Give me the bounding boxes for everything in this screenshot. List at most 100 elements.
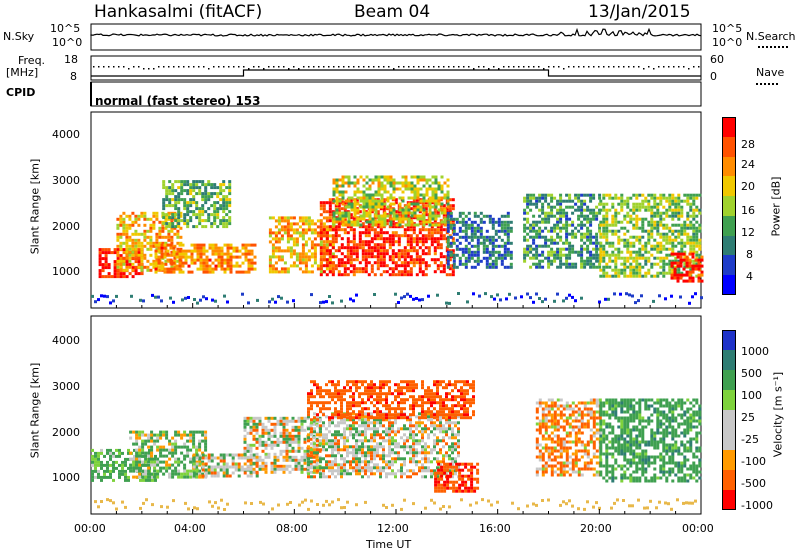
heatmap-cell bbox=[362, 190, 366, 194]
nave-dot bbox=[683, 66, 685, 68]
heatmap-cell bbox=[332, 193, 336, 197]
heatmap-cell bbox=[364, 430, 367, 434]
heatmap-cell bbox=[307, 445, 310, 449]
heatmap-cell bbox=[298, 267, 302, 271]
heatmap-cell bbox=[343, 216, 347, 220]
heatmap-cell bbox=[301, 252, 305, 256]
heatmap-cell bbox=[190, 252, 194, 256]
heatmap-cell bbox=[355, 249, 359, 253]
heatmap-cell bbox=[334, 204, 338, 208]
heatmap-cell bbox=[424, 228, 428, 232]
heatmap-cell bbox=[131, 262, 135, 266]
heatmap-cell bbox=[373, 463, 376, 467]
heatmap-cell bbox=[364, 427, 367, 431]
heatmap-cell bbox=[313, 475, 316, 479]
heatmap-cell bbox=[668, 262, 672, 266]
heatmap-cell bbox=[228, 465, 232, 469]
heatmap-cell bbox=[97, 457, 100, 461]
heatmap-cell bbox=[355, 430, 358, 434]
heatmap-cell bbox=[506, 229, 510, 233]
heatmap-cell bbox=[638, 193, 642, 197]
heatmap-cell bbox=[485, 265, 489, 269]
heatmap-cell bbox=[216, 213, 220, 217]
heatmap-cell bbox=[476, 259, 480, 263]
heatmap-cell bbox=[283, 261, 287, 265]
heatmap-cell bbox=[631, 294, 634, 298]
heatmap-cell bbox=[222, 222, 226, 226]
heatmap-cell bbox=[398, 217, 402, 221]
heatmap-cell bbox=[280, 255, 284, 259]
heatmap-cell bbox=[204, 430, 208, 434]
heatmap-cell bbox=[246, 474, 250, 478]
heatmap-cell bbox=[431, 196, 435, 200]
heatmap-cell bbox=[310, 421, 313, 425]
heatmap-cell bbox=[479, 235, 483, 239]
heatmap-cell bbox=[286, 270, 290, 274]
heatmap-cell bbox=[368, 196, 372, 200]
heatmap-cell bbox=[264, 428, 268, 432]
heatmap-cell bbox=[437, 214, 441, 218]
heatmap-cell bbox=[134, 244, 138, 248]
heatmap-cell bbox=[223, 294, 226, 298]
heatmap-cell bbox=[301, 231, 305, 235]
heatmap-cell bbox=[361, 270, 365, 274]
heatmap-cell bbox=[617, 256, 621, 260]
heatmap-cell bbox=[313, 436, 316, 440]
heatmap-cell bbox=[370, 451, 373, 455]
heatmap-cell bbox=[532, 256, 536, 260]
heatmap-cell bbox=[291, 449, 295, 453]
heatmap-cell bbox=[97, 463, 100, 467]
heatmap-cell bbox=[611, 244, 615, 248]
heatmap-cell bbox=[334, 433, 337, 437]
heatmap-cell bbox=[409, 234, 413, 238]
heatmap-cell bbox=[195, 475, 199, 479]
heatmap-cell bbox=[602, 208, 606, 212]
heatmap-cell bbox=[222, 216, 226, 220]
heatmap-cell bbox=[589, 262, 593, 266]
heatmap-cell bbox=[580, 265, 584, 269]
heatmap-cell bbox=[589, 229, 593, 233]
heatmap-cell bbox=[382, 231, 386, 235]
heatmap-cell bbox=[119, 262, 123, 266]
heatmap-cell bbox=[273, 428, 277, 432]
heatmap-cell bbox=[349, 445, 352, 449]
heatmap-cell bbox=[476, 226, 480, 230]
heatmap-cell bbox=[145, 463, 148, 467]
heatmap-cell bbox=[247, 252, 251, 256]
heatmap-cell bbox=[319, 273, 323, 277]
heatmap-cell bbox=[183, 442, 187, 446]
heatmap-cell bbox=[626, 256, 630, 260]
heatmap-cell bbox=[442, 228, 446, 232]
heatmap-cell bbox=[280, 258, 284, 262]
heatmap-cell bbox=[650, 229, 654, 233]
heatmap-cell bbox=[189, 436, 193, 440]
heatmap-cell bbox=[244, 252, 248, 256]
heatmap-cell bbox=[371, 199, 375, 203]
heatmap-cell bbox=[279, 431, 283, 435]
heatmap-cell bbox=[158, 241, 162, 245]
heatmap-cell bbox=[629, 274, 633, 278]
heatmap-cell bbox=[641, 256, 645, 260]
heatmap-cell bbox=[316, 418, 319, 422]
heatmap-cell bbox=[422, 178, 426, 182]
heatmap-cell bbox=[568, 223, 572, 227]
heatmap-cell bbox=[135, 457, 139, 461]
heatmap-cell bbox=[192, 456, 196, 460]
heatmap-cell bbox=[104, 251, 108, 255]
heatmap-cell bbox=[307, 222, 311, 226]
heatmap-cell bbox=[424, 264, 428, 268]
heatmap-cell bbox=[356, 220, 360, 224]
heatmap-cell bbox=[264, 440, 268, 444]
heatmap-cell bbox=[128, 244, 132, 248]
heatmap-cell bbox=[380, 181, 384, 185]
heatmap-cell bbox=[349, 213, 353, 217]
heatmap-cell bbox=[226, 246, 230, 250]
heatmap-cell bbox=[186, 204, 190, 208]
heatmap-cell bbox=[407, 217, 411, 221]
heatmap-cell bbox=[137, 263, 141, 267]
heatmap-cell bbox=[139, 466, 142, 470]
heatmap-cell bbox=[334, 264, 338, 268]
heatmap-cell bbox=[383, 223, 387, 227]
heatmap-cell bbox=[331, 433, 334, 437]
heatmap-cell bbox=[349, 252, 353, 256]
